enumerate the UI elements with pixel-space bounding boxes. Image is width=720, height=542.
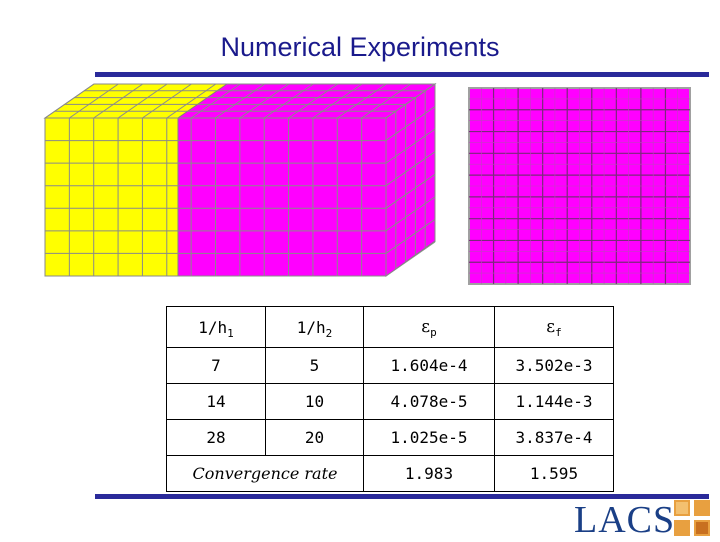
table-cell: 20	[265, 419, 364, 456]
convergence-rate-row: Convergence rate 1.983 1.595	[166, 455, 614, 492]
table-cell: 1.604e-4	[363, 347, 495, 384]
header-epsilon-p: εp	[363, 306, 495, 348]
table-row: 28 20 1.025e-5 3.837e-4	[166, 419, 614, 456]
table-cell: 4.078e-5	[363, 383, 495, 420]
slide-title: Numerical Experiments	[220, 32, 500, 62]
header-epsilon-f: εf	[494, 306, 614, 348]
table-cell: 7	[166, 347, 266, 384]
table-cell: 10	[265, 383, 364, 420]
convergence-rate-label: Convergence rate	[166, 455, 364, 492]
lacsi-logo-text: LACSI	[574, 499, 689, 541]
box-mesh-figure	[43, 83, 437, 277]
table-cell: 3.502e-3	[494, 347, 614, 384]
convergence-rate-f: 1.595	[494, 455, 614, 492]
face-mesh-figure	[468, 87, 691, 285]
lacsi-logo-icon	[674, 500, 710, 536]
convergence-rate-p: 1.983	[363, 455, 495, 492]
table-cell: 1.025e-5	[363, 419, 495, 456]
bottom-rule	[95, 494, 709, 499]
table-cell: 3.837e-4	[494, 419, 614, 456]
table-cell: 1.144e-3	[494, 383, 614, 420]
table-header-row: 1/h1 1/h2 εp εf	[166, 306, 614, 348]
header-1-over-h1: 1/h1	[166, 306, 266, 348]
header-1-over-h2: 1/h2	[265, 306, 364, 348]
table-cell: 5	[265, 347, 364, 384]
results-table: 1/h1 1/h2 εp εf 7 5 1.604e-4 3.502e-3 14…	[166, 306, 614, 492]
top-rule	[95, 72, 709, 77]
table-cell: 14	[166, 383, 266, 420]
table-row: 7 5 1.604e-4 3.502e-3	[166, 347, 614, 384]
table-cell: 28	[166, 419, 266, 456]
table-row: 14 10 4.078e-5 1.144e-3	[166, 383, 614, 420]
